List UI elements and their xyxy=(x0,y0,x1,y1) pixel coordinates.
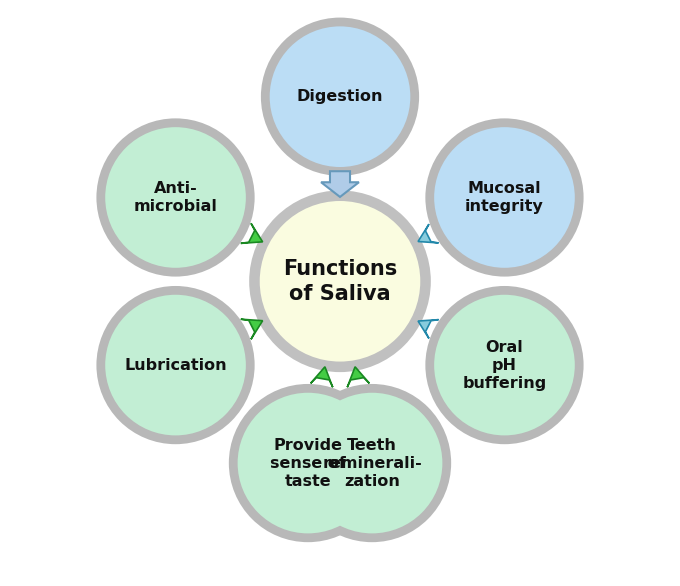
Polygon shape xyxy=(311,367,333,387)
Circle shape xyxy=(229,384,387,542)
Circle shape xyxy=(434,295,575,435)
Circle shape xyxy=(105,127,246,268)
Polygon shape xyxy=(418,319,439,339)
Text: Digestion: Digestion xyxy=(296,89,384,104)
Circle shape xyxy=(105,295,246,435)
Circle shape xyxy=(302,393,443,533)
Circle shape xyxy=(249,190,431,372)
Text: Anti-
microbial: Anti- microbial xyxy=(133,181,218,214)
Polygon shape xyxy=(241,319,262,339)
Circle shape xyxy=(434,127,575,268)
Circle shape xyxy=(293,384,451,542)
Circle shape xyxy=(260,201,420,362)
Text: Functions
of Saliva: Functions of Saliva xyxy=(283,259,397,304)
Text: Provide
sense of
taste: Provide sense of taste xyxy=(270,438,346,489)
Circle shape xyxy=(261,18,419,176)
Polygon shape xyxy=(321,171,359,197)
Text: Mucosal
integrity: Mucosal integrity xyxy=(465,181,544,214)
Circle shape xyxy=(270,26,410,167)
Polygon shape xyxy=(241,223,262,243)
Text: Oral
pH
buffering: Oral pH buffering xyxy=(462,339,547,391)
Circle shape xyxy=(426,118,583,277)
Circle shape xyxy=(97,286,254,444)
Text: Lubrication: Lubrication xyxy=(124,357,227,373)
Circle shape xyxy=(426,286,583,444)
Circle shape xyxy=(237,393,378,533)
Circle shape xyxy=(97,118,254,277)
Polygon shape xyxy=(418,224,439,243)
Polygon shape xyxy=(347,367,369,387)
Text: Teeth
reminerali-
zation: Teeth reminerali- zation xyxy=(322,438,422,489)
